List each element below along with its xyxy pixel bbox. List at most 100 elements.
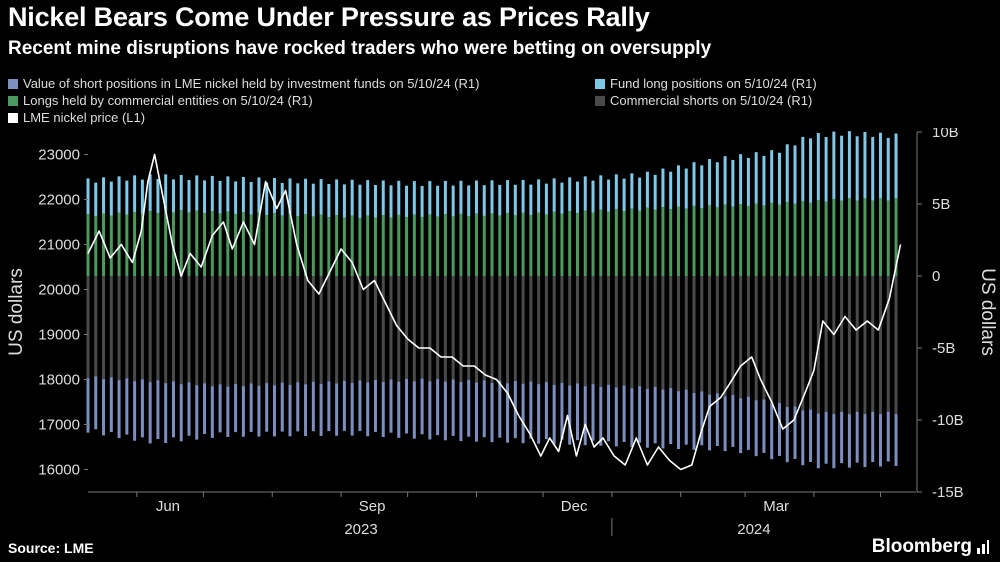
bar-fund-shorts bbox=[886, 411, 890, 462]
bar-fund-shorts bbox=[498, 380, 502, 438]
bar-fund-longs bbox=[746, 157, 750, 207]
source-note: Source: LME bbox=[8, 540, 94, 556]
bar-commercial-longs bbox=[762, 205, 766, 276]
legend-item-price: LME nickel price (L1) bbox=[8, 110, 145, 125]
bar-commercial-longs bbox=[777, 204, 781, 276]
bar-fund-longs bbox=[700, 165, 704, 208]
bar-commercial-shorts bbox=[148, 276, 152, 383]
bar-commercial-shorts bbox=[832, 276, 836, 415]
bar-fund-shorts bbox=[653, 386, 657, 444]
bar-commercial-shorts bbox=[350, 276, 354, 383]
bar-commercial-shorts bbox=[195, 276, 199, 386]
bar-commercial-longs bbox=[700, 207, 704, 276]
bar-commercial-longs bbox=[513, 215, 517, 276]
axes-layer: 23000 22000 21000 20000 19000 18000 17000 16000… bbox=[6, 128, 998, 538]
bar-fund-longs bbox=[288, 178, 292, 214]
bar-commercial-shorts bbox=[894, 276, 898, 415]
bar-fund-longs bbox=[498, 184, 502, 216]
bar-fund-longs bbox=[117, 176, 121, 213]
bar-commercial-longs bbox=[847, 198, 851, 276]
bar-fund-longs bbox=[272, 177, 276, 214]
bar-fund-longs bbox=[342, 184, 346, 218]
bar-fund-shorts bbox=[708, 394, 712, 451]
bar-commercial-longs bbox=[350, 215, 354, 276]
x-year-label: 2024 bbox=[737, 521, 770, 538]
bar-commercial-shorts bbox=[739, 276, 743, 399]
bar-fund-longs bbox=[878, 132, 882, 199]
bar-fund-shorts bbox=[723, 396, 727, 452]
bar-commercial-shorts bbox=[770, 276, 774, 404]
bar-fund-shorts bbox=[801, 410, 805, 466]
bar-fund-longs bbox=[210, 175, 214, 212]
bar-fund-shorts bbox=[645, 388, 649, 448]
bar-commercial-shorts bbox=[125, 276, 129, 379]
bar-fund-longs bbox=[855, 136, 859, 201]
bar-commercial-shorts bbox=[187, 276, 191, 383]
bar-fund-shorts bbox=[389, 379, 393, 433]
bar-fund-longs bbox=[218, 180, 222, 214]
bar-commercial-shorts bbox=[855, 276, 859, 412]
bar-commercial-longs bbox=[630, 208, 634, 276]
bar-fund-shorts bbox=[94, 376, 98, 430]
bar-commercial-shorts bbox=[715, 276, 719, 394]
bar-fund-longs bbox=[731, 159, 735, 207]
bar-fund-shorts bbox=[762, 399, 766, 453]
bar-fund-shorts bbox=[436, 379, 440, 436]
bar-fund-longs bbox=[133, 175, 137, 212]
price-line bbox=[87, 153, 902, 471]
bar-fund-shorts bbox=[855, 411, 859, 463]
bar-fund-shorts bbox=[164, 383, 168, 443]
legend-item-commercial-shorts: Commercial shorts on 5/10/24 (R1) bbox=[595, 93, 812, 108]
left-tick-label: 22000 bbox=[38, 192, 80, 209]
bar-fund-longs bbox=[451, 185, 455, 217]
bar-commercial-longs bbox=[692, 205, 696, 276]
bar-fund-longs bbox=[622, 178, 626, 212]
bar-fund-shorts bbox=[342, 380, 346, 431]
bar-commercial-longs bbox=[335, 215, 339, 276]
bar-commercial-shorts bbox=[311, 276, 315, 382]
bar-commercial-longs bbox=[855, 200, 859, 276]
bar-fund-longs bbox=[871, 137, 875, 201]
bar-commercial-longs bbox=[684, 208, 688, 276]
bar-commercial-longs bbox=[257, 212, 261, 276]
bar-fund-longs bbox=[630, 173, 634, 209]
bar-commercial-longs bbox=[583, 210, 587, 276]
bar-commercial-longs bbox=[125, 214, 129, 276]
chart-title: Nickel Bears Come Under Pressure as Pric… bbox=[8, 2, 650, 32]
bar-fund-shorts bbox=[280, 382, 284, 432]
bar-fund-longs bbox=[529, 184, 533, 216]
bar-commercial-longs bbox=[397, 214, 401, 276]
bar-fund-longs bbox=[381, 180, 385, 216]
bar-commercial-shorts bbox=[451, 276, 455, 380]
bar-fund-shorts bbox=[622, 385, 626, 442]
bar-fund-longs bbox=[171, 179, 175, 213]
bar-commercial-shorts bbox=[218, 276, 222, 385]
bar-commercial-shorts bbox=[762, 276, 766, 400]
bar-commercial-shorts bbox=[226, 276, 230, 387]
bar-fund-longs bbox=[801, 136, 805, 201]
bar-commercial-shorts bbox=[117, 276, 121, 381]
right-tick-label: -15B bbox=[932, 484, 964, 501]
bar-fund-longs bbox=[195, 175, 199, 211]
x-month-label: Sep bbox=[359, 498, 386, 515]
bar-commercial-shorts bbox=[886, 276, 890, 412]
bar-commercial-shorts bbox=[676, 276, 680, 392]
bar-commercial-shorts bbox=[366, 276, 370, 383]
left-tick-label: 21000 bbox=[38, 237, 80, 254]
bar-fund-longs bbox=[840, 135, 844, 201]
bar-commercial-shorts bbox=[467, 276, 471, 380]
bar-commercial-shorts bbox=[102, 276, 106, 380]
bar-fund-shorts bbox=[777, 402, 781, 456]
bar-commercial-longs bbox=[575, 213, 579, 276]
bar-fund-shorts bbox=[272, 385, 276, 437]
left-tick-label: 18000 bbox=[38, 372, 80, 389]
bar-fund-longs bbox=[777, 152, 781, 205]
bar-fund-longs bbox=[614, 174, 618, 210]
bar-fund-shorts bbox=[607, 384, 611, 442]
bar-fund-shorts bbox=[552, 384, 556, 445]
bar-fund-longs bbox=[832, 131, 836, 199]
bar-fund-longs bbox=[521, 179, 525, 213]
bar-commercial-shorts bbox=[210, 276, 214, 387]
bar-commercial-shorts bbox=[622, 276, 626, 386]
bar-commercial-shorts bbox=[490, 276, 494, 383]
